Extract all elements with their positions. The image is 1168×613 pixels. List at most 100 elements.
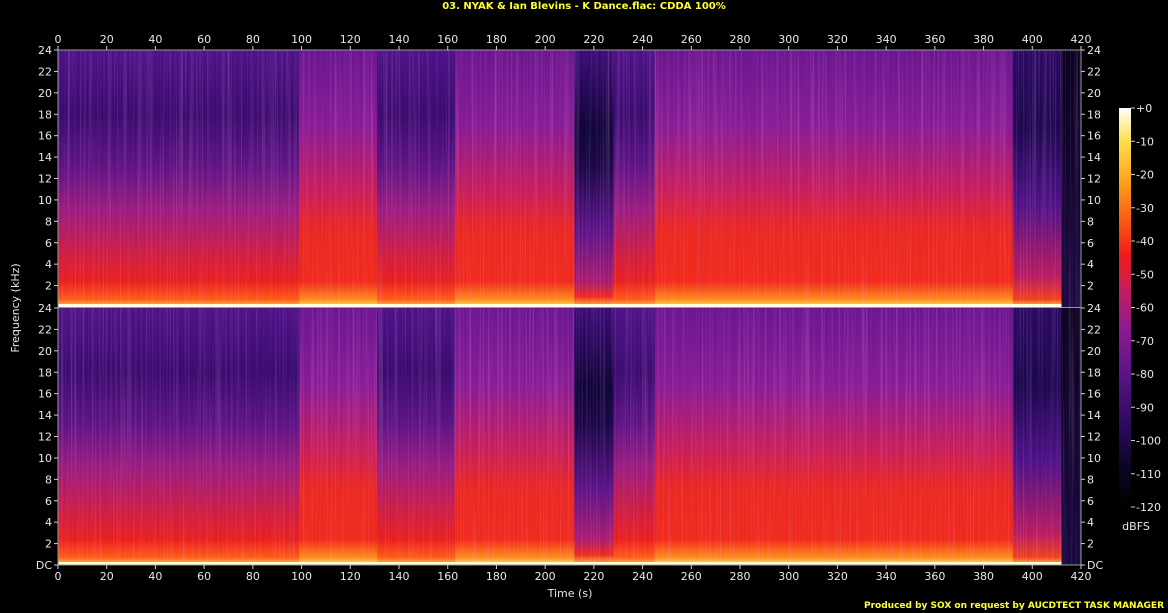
- x-tick-label: 280: [730, 33, 751, 46]
- credit-text: Produced by SOX on request by AUCDTECT T…: [864, 601, 1164, 611]
- y-tick-label: 12: [38, 431, 52, 444]
- x-tick-label: 280: [730, 570, 751, 583]
- x-tick-label: 140: [389, 570, 410, 583]
- y-tick-label: 6: [45, 495, 52, 508]
- y-tick-label: 8: [45, 473, 52, 486]
- x-tick-label: 360: [924, 33, 945, 46]
- x-tick-label: 240: [632, 33, 653, 46]
- y-tick-label: 6: [1087, 237, 1094, 250]
- y-tick-label: 14: [38, 151, 52, 164]
- y-tick-label: 4: [45, 516, 52, 529]
- y-tick-label: 10: [38, 452, 52, 465]
- x-tick-label: 400: [1022, 33, 1043, 46]
- y-tick-label: 2: [1087, 538, 1094, 551]
- y-tick-label: 24: [1087, 44, 1101, 57]
- colorbar-tick-label: +0: [1136, 102, 1152, 115]
- colorbar-tick-label: -100: [1136, 435, 1161, 448]
- x-tick-label: 0: [55, 570, 62, 583]
- y-tick-label: 18: [38, 366, 52, 379]
- spectrogram-left-channel: [58, 50, 1082, 307]
- x-tick-label: 180: [486, 33, 507, 46]
- y-tick-label: 8: [1087, 473, 1094, 486]
- y-tick-label: 12: [1087, 431, 1101, 444]
- dc-band: [58, 562, 1062, 565]
- y-tick-label: 24: [38, 302, 52, 315]
- x-tick-label: 20: [100, 33, 114, 46]
- spectrogram-texture: [58, 308, 1081, 565]
- x-tick-label: 100: [291, 33, 312, 46]
- y-tick-label: 2: [1087, 280, 1094, 293]
- y-tick-label: 22: [38, 65, 52, 78]
- y-tick-label: 6: [1087, 495, 1094, 508]
- x-tick-label: 140: [389, 33, 410, 46]
- x-tick-label: 320: [827, 570, 848, 583]
- x-tick-label: 120: [340, 33, 361, 46]
- x-tick-label: 320: [827, 33, 848, 46]
- colorbar-tick-label: -120: [1136, 501, 1161, 514]
- x-tick-label: 400: [1022, 570, 1043, 583]
- x-tick-label: 420: [1071, 33, 1092, 46]
- y-tick-label: DC: [1087, 559, 1103, 572]
- x-tick-label: 220: [583, 33, 604, 46]
- dc-band: [58, 304, 1062, 307]
- y-tick-label: 22: [1087, 323, 1101, 336]
- x-tick-label: 360: [924, 570, 945, 583]
- axes: 0 0 20 20 40 40 60 60 80 80 100 100 120 120 140 140 160 1…: [36, 33, 1104, 583]
- y-tick-label: 16: [38, 388, 52, 401]
- y-tick-label: 6: [45, 237, 52, 250]
- x-tick-label: 340: [876, 33, 897, 46]
- y-tick-label: 14: [1087, 409, 1101, 422]
- x-tick-label: 380: [973, 33, 994, 46]
- y-tick-label: 20: [1087, 345, 1101, 358]
- spectrogram-right-channel: [58, 308, 1082, 565]
- y-tick-label: 10: [1087, 452, 1101, 465]
- x-tick-label: 380: [973, 570, 994, 583]
- x-tick-label: 40: [148, 33, 162, 46]
- x-tick-label: 0: [55, 33, 62, 46]
- colorbar-gradient: [1119, 108, 1131, 507]
- x-tick-label: 200: [535, 570, 556, 583]
- x-tick-label: 200: [535, 33, 556, 46]
- y-tick-label: 24: [1087, 302, 1101, 315]
- y-tick-label: 8: [1087, 215, 1094, 228]
- colorbar-tick-label: -70: [1136, 335, 1154, 348]
- x-tick-label: 340: [876, 570, 897, 583]
- y-tick-label: 14: [1087, 151, 1101, 164]
- spectrogram-texture: [58, 50, 1081, 307]
- colorbar-tick-label: -80: [1136, 368, 1154, 381]
- x-tick-label: 300: [778, 570, 799, 583]
- chart-title: 03. NYAK & Ian Blevins - K Dance.flac: C…: [442, 1, 726, 12]
- x-tick-label: 260: [681, 570, 702, 583]
- x-tick-label: 100: [291, 570, 312, 583]
- y-tick-label: 16: [1087, 388, 1101, 401]
- colorbar-tick-label: -40: [1136, 235, 1154, 248]
- x-tick-label: 40: [148, 570, 162, 583]
- y-tick-label: 12: [1087, 173, 1101, 186]
- y-tick-label: 20: [38, 87, 52, 100]
- x-tick-label: 240: [632, 570, 653, 583]
- y-tick-label: 16: [1087, 130, 1101, 143]
- y-tick-label: 4: [1087, 258, 1094, 271]
- y-tick-label: 18: [38, 108, 52, 121]
- y-tick-label: 8: [45, 215, 52, 228]
- x-tick-label: 420: [1071, 570, 1092, 583]
- colorbar-tick-label: -110: [1136, 468, 1161, 481]
- y-tick-label: 4: [45, 258, 52, 271]
- x-tick-label: 60: [197, 570, 211, 583]
- colorbar-tick-label: -20: [1136, 169, 1154, 182]
- y-tick-label: 18: [1087, 108, 1101, 121]
- x-tick-label: 120: [340, 570, 361, 583]
- y-axis-label: Frequency (kHz): [9, 263, 22, 352]
- y-tick-label: 20: [1087, 87, 1101, 100]
- colorbar-tick-label: -60: [1136, 302, 1154, 315]
- x-tick-label: 300: [778, 33, 799, 46]
- colorbar-tick-label: -50: [1136, 268, 1154, 281]
- y-tick-label: DC: [36, 559, 52, 572]
- y-tick-label: 22: [1087, 65, 1101, 78]
- y-tick-label: 10: [1087, 194, 1101, 207]
- colorbar-tick-label: -90: [1136, 401, 1154, 414]
- x-tick-label: 80: [246, 570, 260, 583]
- y-tick-label: 2: [45, 538, 52, 551]
- colorbar-tick-label: -10: [1136, 135, 1154, 148]
